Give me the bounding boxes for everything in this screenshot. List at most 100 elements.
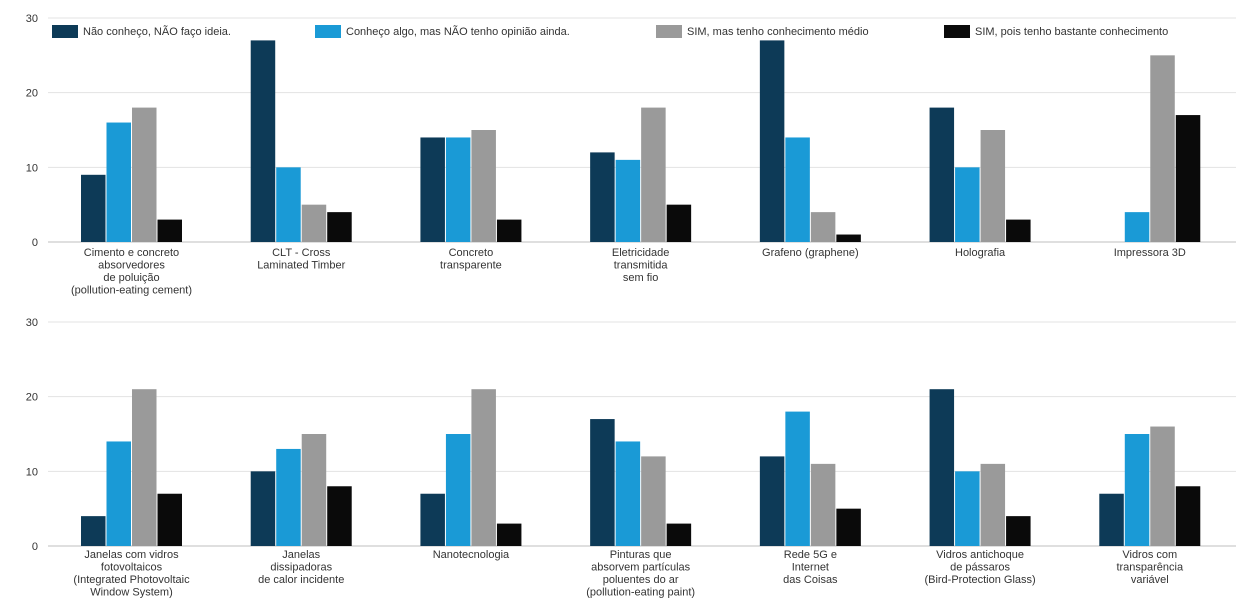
category-label: Janelas com vidros fotovoltaicos (Integrat… <box>73 549 190 599</box>
category-label-line: (Bird-Protection Glass) <box>924 574 1035 586</box>
category-label-line: Eletricidade <box>612 247 669 259</box>
bar-4 <box>327 212 352 242</box>
chart-panel-2: 0 10 20 30 Janelas com vidros fotovoltaicos (I… <box>26 317 1236 599</box>
category-label: CLT - Cross Laminated Timber <box>257 247 345 272</box>
bar-1 <box>250 471 276 546</box>
y-tick-label: 0 <box>32 237 38 249</box>
bar-2 <box>276 448 301 546</box>
category-label: Cimento e concreto absorvedores de poluiçã… <box>71 247 192 297</box>
category-label-line: de calor incidente <box>258 574 344 586</box>
bar-4 <box>327 486 352 546</box>
bar-4 <box>1006 516 1031 546</box>
category-label: Holografia <box>955 247 1006 259</box>
y-tick-label: 20 <box>26 392 38 404</box>
bar-2 <box>445 137 471 242</box>
category-label-line: fotovoltaicos <box>101 562 163 574</box>
legend-label: Não conheço, NÃO faço ideia. <box>83 25 231 38</box>
bar-3 <box>471 130 496 242</box>
bar-4 <box>1006 219 1031 242</box>
bar-2 <box>785 137 810 242</box>
y-tick-label: 20 <box>26 88 38 100</box>
bar-2 <box>615 441 641 546</box>
bar-1 <box>81 516 106 546</box>
y-tick-label: 30 <box>26 317 38 329</box>
bar-1 <box>590 152 615 242</box>
bar-1 <box>250 40 276 243</box>
bar-2 <box>955 167 980 242</box>
category-label-line: Janelas com vidros <box>84 549 179 561</box>
bar-3 <box>810 212 836 242</box>
category-label-line: Cimento e concreto <box>84 247 179 259</box>
category-label-line: (pollution-eating cement) <box>71 285 192 297</box>
category-label: Concreto transparente <box>440 247 502 272</box>
y-tick-label: 30 <box>26 13 38 25</box>
category-label-line: Janelas <box>282 549 320 561</box>
category-label-line: de pássaros <box>950 562 1010 574</box>
bar-4 <box>496 523 522 546</box>
bar-4 <box>1175 115 1201 242</box>
category-label: Grafeno (graphene) <box>762 247 859 259</box>
bar-1 <box>420 493 445 546</box>
bar-3 <box>1150 55 1175 243</box>
bar-3 <box>301 434 327 546</box>
category-label: Eletricidade transmitida sem fio <box>612 247 669 284</box>
category-label-line: absorvedores <box>98 260 165 272</box>
category-label-line: Pinturas que <box>610 549 672 561</box>
y-tick-label: 10 <box>26 466 38 478</box>
category-label-line: transparente <box>440 260 502 272</box>
legend-label: SIM, mas tenho conhecimento médio <box>687 26 869 38</box>
category-label-line: Vidros com <box>1122 549 1177 561</box>
bar-2 <box>106 441 131 546</box>
legend-label: SIM, pois tenho bastante conhecimento <box>975 26 1168 38</box>
bar-3 <box>471 389 496 546</box>
bar-4 <box>157 493 182 546</box>
category-label-line: (Integrated Photovoltaic <box>73 574 190 586</box>
category-label-line: de poluição <box>103 272 159 284</box>
category-label-line: Rede 5G e <box>784 549 837 561</box>
bar-4 <box>496 219 522 242</box>
bar-4 <box>666 204 692 242</box>
bar-1 <box>81 174 106 242</box>
category-label-line: transparência <box>1116 562 1184 574</box>
category-label-line: Concreto <box>449 247 494 259</box>
legend-swatch <box>656 25 682 38</box>
category-label: Pinturas que absorvem partículas poluentes… <box>586 549 695 599</box>
bar-3 <box>641 456 666 546</box>
bar-2 <box>106 122 131 242</box>
legend-swatch <box>315 25 341 38</box>
category-label-line: Vidros antichoque <box>936 549 1024 561</box>
bar-3 <box>301 204 327 242</box>
category-label-line: poluentes do ar <box>603 574 679 586</box>
bar-2 <box>276 167 301 242</box>
category-label-line: absorvem partículas <box>591 562 691 574</box>
category-label-line: Nanotecnologia <box>433 549 510 561</box>
bar-3 <box>980 130 1006 242</box>
category-label-line: dissipadoras <box>270 562 332 574</box>
bar-1 <box>929 107 955 242</box>
bar-2 <box>1124 212 1150 242</box>
category-label-line: Holografia <box>955 247 1006 259</box>
bar-2 <box>955 471 980 546</box>
legend: Não conheço, NÃO faço ideia. Conheço algo… <box>52 25 1168 38</box>
legend-swatch <box>52 25 78 38</box>
category-label-line: Impressora 3D <box>1114 247 1186 259</box>
bar-1 <box>590 419 615 546</box>
bar-1 <box>759 40 785 243</box>
bar-3 <box>980 463 1006 546</box>
legend-swatch <box>944 25 970 38</box>
category-label: Janelas dissipadoras de calor incidente <box>258 549 344 586</box>
bar-3 <box>1150 426 1175 546</box>
y-tick-label: 0 <box>32 541 38 553</box>
bar-2 <box>1124 434 1150 546</box>
category-label-line: das Coisas <box>783 574 838 586</box>
bar-3 <box>132 389 157 546</box>
chart-panel-1: 0 10 20 30 Cimento e concreto absorvedores de … <box>26 13 1236 297</box>
category-label-line: transmitida <box>614 260 669 272</box>
bar-4 <box>666 523 692 546</box>
bar-3 <box>132 107 157 242</box>
category-label-line: (pollution-eating paint) <box>586 587 695 599</box>
legend-label: Conheço algo, mas NÃO tenho opinião aind… <box>346 25 570 38</box>
category-label: Vidros com transparência variável <box>1116 549 1184 586</box>
bar-1 <box>929 389 955 546</box>
